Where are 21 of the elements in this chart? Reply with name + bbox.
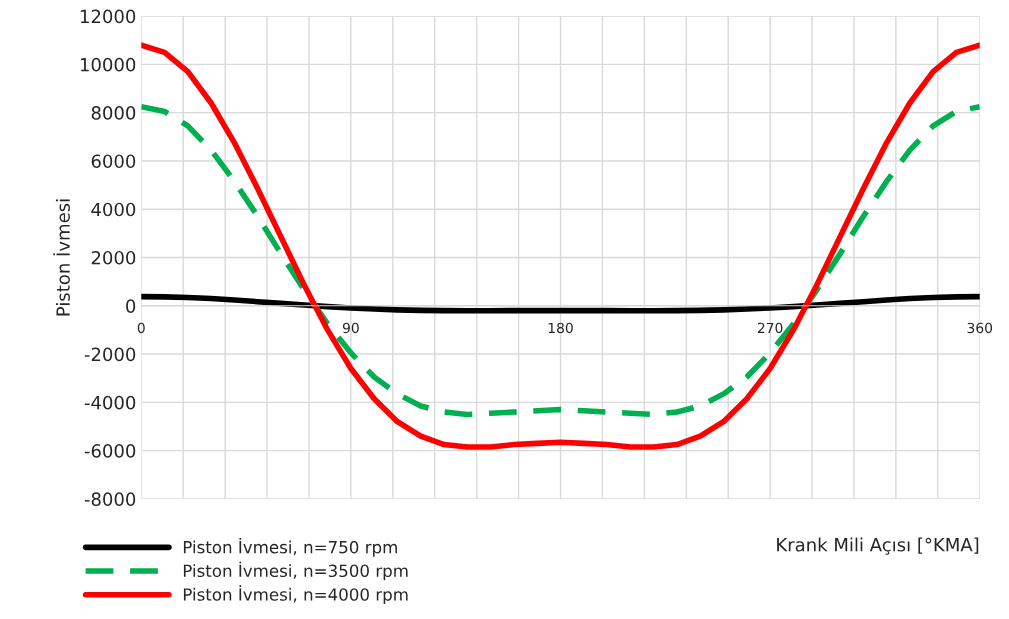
y-axis-title: Piston İvmesi xyxy=(53,199,70,316)
y-tick-label: -8000 xyxy=(84,492,136,507)
y-tick-label: 8000 xyxy=(91,106,136,120)
y-tick-label: 10000 xyxy=(80,57,136,72)
x-tick-label: 360 xyxy=(967,322,993,334)
y-tick-label: -6000 xyxy=(84,444,136,458)
legend-label: Piston İvmesi, n=3500 rpm xyxy=(183,561,408,581)
y-tick-label: 2000 xyxy=(91,250,136,265)
y-tick-label: 4000 xyxy=(91,202,136,217)
x-tick-label: 270 xyxy=(757,322,783,334)
y-tick-label: -2000 xyxy=(84,347,136,362)
y-tick-label: 12000 xyxy=(80,9,136,24)
legend-label: Piston İvmesi, n=750 rpm xyxy=(183,538,397,557)
x-tick-label: 0 xyxy=(137,322,145,334)
y-tick-label: 0 xyxy=(126,299,136,313)
x-tick-label: 180 xyxy=(548,322,573,334)
y-tick-label: 6000 xyxy=(91,154,136,169)
x-tick-label: 90 xyxy=(342,322,359,334)
legend-label: Piston İvmesi, n=4000 rpm xyxy=(183,585,408,604)
y-tick-label: -4000 xyxy=(84,395,136,410)
x-axis-title: Krank Mili Açısı [°KMA] xyxy=(777,537,979,555)
